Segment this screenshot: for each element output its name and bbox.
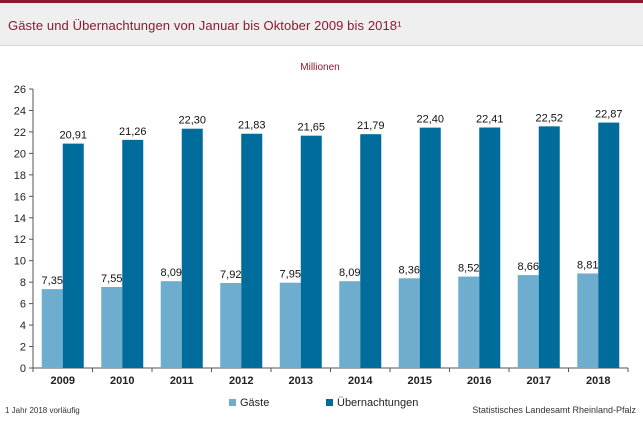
y-tick-label: 12	[14, 234, 26, 246]
data-label-gaeste: 8,66	[518, 261, 539, 273]
data-label-gaeste: 8,36	[399, 264, 420, 276]
data-label-gaeste: 8,09	[339, 267, 360, 279]
footnote: 1 Jahr 2018 vorläufig	[5, 406, 80, 415]
legend-swatch-gaeste	[229, 399, 236, 406]
bar-uebernachtungen	[419, 127, 441, 368]
bar-gaeste	[517, 275, 539, 368]
y-tick-label: 8	[20, 277, 26, 289]
y-tick-label: 18	[14, 170, 26, 182]
data-label-uebernachtungen: 21,65	[297, 122, 325, 134]
data-label-gaeste: 7,95	[280, 269, 301, 281]
bar-gaeste	[160, 281, 182, 368]
data-label-gaeste: 7,55	[101, 273, 122, 285]
bar-uebernachtungen	[62, 143, 84, 368]
data-label-uebernachtungen: 21,83	[238, 120, 266, 132]
y-tick-label: 20	[14, 148, 26, 160]
data-label-gaeste: 7,35	[42, 275, 63, 287]
x-tick-label: 2010	[110, 375, 134, 387]
data-label-gaeste: 8,52	[458, 263, 479, 275]
legend-label-uebernachtungen: Übernachtungen	[337, 397, 418, 409]
x-tick-label: 2015	[408, 375, 432, 387]
data-label-gaeste: 8,81	[577, 259, 598, 271]
legend-swatch-uebernachtungen	[326, 399, 333, 406]
data-label-uebernachtungen: 21,79	[357, 120, 385, 132]
y-tick-label: 24	[14, 105, 26, 117]
x-tick-label: 2018	[586, 375, 610, 387]
bar-gaeste	[577, 273, 599, 368]
y-tick-label: 4	[20, 320, 26, 332]
x-tick-label: 2013	[289, 375, 313, 387]
legend: Gäste Übernachtungen	[229, 397, 418, 409]
y-tick-label: 10	[14, 256, 26, 268]
bar-uebernachtungen	[241, 133, 263, 368]
top-accent-rule	[0, 0, 643, 3]
bar-gaeste	[279, 282, 301, 368]
x-tick-label: 2011	[170, 375, 194, 387]
bar-uebernachtungen	[598, 122, 620, 368]
source-label: Statistisches Landesamt Rheinland-Pfalz	[472, 405, 636, 415]
bar-uebernachtungen	[538, 126, 560, 368]
data-label-gaeste: 8,09	[161, 267, 182, 279]
plot-area: 024681012141618202224267,3520,9120097,55…	[14, 84, 629, 387]
bar-gaeste	[339, 281, 361, 368]
chart-title: Gäste und Übernachtungen von Januar bis …	[8, 18, 402, 33]
y-tick-label: 26	[14, 84, 26, 96]
bar-gaeste	[458, 276, 480, 368]
bar-uebernachtungen	[479, 127, 501, 368]
data-label-uebernachtungen: 22,40	[416, 114, 444, 126]
y-tick-label: 22	[14, 127, 26, 139]
x-tick-label: 2017	[527, 375, 551, 387]
bar-gaeste	[220, 283, 242, 368]
data-label-gaeste: 7,92	[220, 269, 241, 281]
bar-uebernachtungen	[300, 135, 322, 368]
y-tick-label: 0	[20, 363, 26, 375]
x-tick-label: 2009	[51, 375, 75, 387]
y-tick-label: 16	[14, 191, 26, 203]
unit-label: Millionen	[300, 62, 339, 73]
chart-header: Gäste und Übernachtungen von Januar bis …	[0, 3, 643, 46]
y-tick-label: 14	[14, 213, 26, 225]
data-label-uebernachtungen: 22,52	[535, 112, 563, 124]
y-tick-label: 2	[20, 342, 26, 354]
data-label-uebernachtungen: 20,91	[59, 130, 87, 142]
x-tick-label: 2014	[348, 375, 373, 387]
data-label-uebernachtungen: 21,26	[119, 126, 147, 138]
legend-label-gaeste: Gäste	[240, 397, 269, 409]
bar-uebernachtungen	[122, 139, 144, 368]
bar-uebernachtungen	[181, 128, 203, 368]
data-label-uebernachtungen: 22,30	[178, 115, 206, 127]
bar-gaeste	[41, 289, 63, 368]
x-tick-label: 2012	[229, 375, 253, 387]
data-label-uebernachtungen: 22,87	[595, 109, 623, 121]
bar-gaeste	[398, 278, 420, 368]
bar-uebernachtungen	[360, 134, 382, 368]
data-label-uebernachtungen: 22,41	[476, 114, 504, 126]
y-tick-label: 6	[20, 299, 26, 311]
bar-gaeste	[101, 286, 123, 368]
x-tick-label: 2016	[467, 375, 491, 387]
